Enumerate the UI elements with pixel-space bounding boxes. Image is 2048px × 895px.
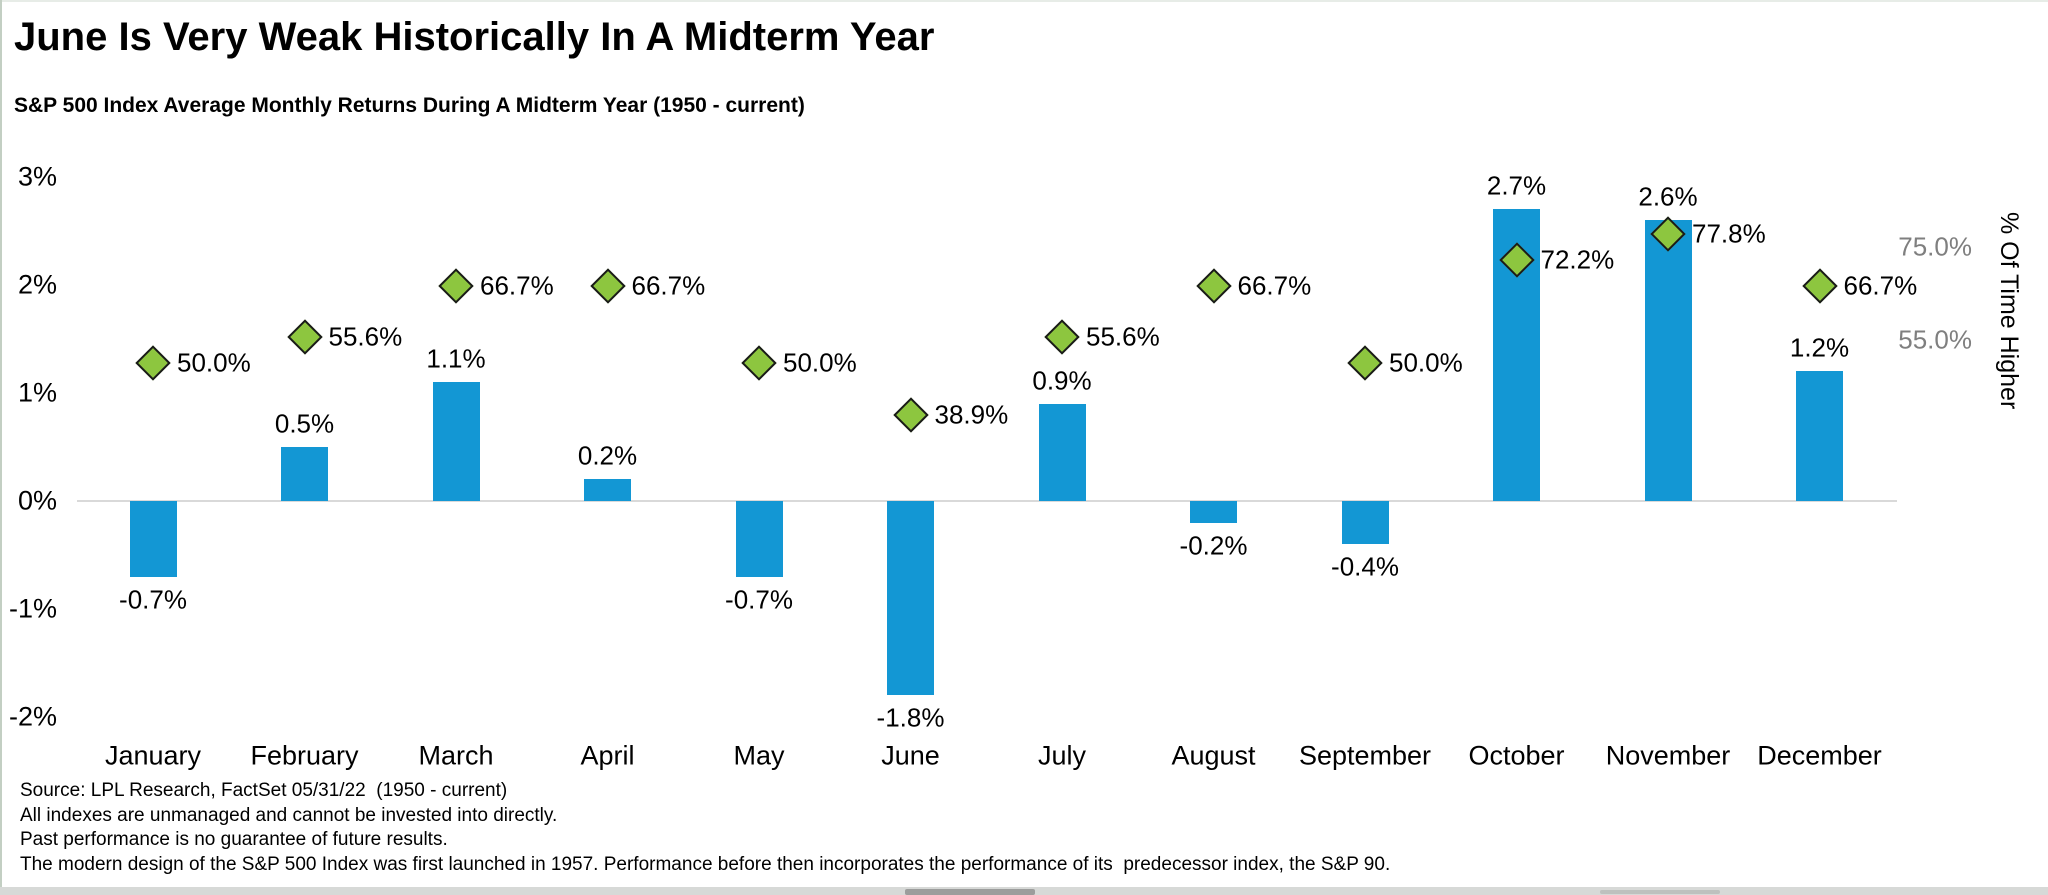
pct-time-higher-diamond-icon [589,267,626,304]
pct-time-higher-diamond-icon [135,345,171,381]
pct-time-higher-label: 38.9% [934,399,1009,430]
pct-time-higher-label: 50.0% [1389,347,1463,378]
return-bar-january [129,501,177,577]
chart-subtitle: S&P 500 Index Average Monthly Returns Du… [14,94,805,117]
return-value-label: 0.5% [274,408,335,439]
month-label-february: February [250,740,359,771]
footnote-source: Source: LPL Research, FactSet 05/31/22 (… [20,780,508,801]
pct-time-higher-label: 55.6% [1086,321,1160,352]
return-value-label: 2.7% [1486,170,1547,201]
month-label-october: October [1468,740,1565,771]
return-bar-february [281,447,328,501]
month-label-june: June [881,740,940,771]
right-axis-tick: 75.0% [1898,231,1972,262]
chart-title: June Is Very Weak Historically In A Midt… [14,15,935,59]
return-bar-november [1644,220,1692,501]
return-value-label: 0.2% [577,440,638,471]
pct-time-higher-diamond-icon [892,397,929,433]
month-label-march: March [418,740,494,771]
pct-time-higher-label: 66.7% [1843,270,1918,301]
return-bar-april [584,479,631,501]
month-label-december: December [1757,740,1882,771]
pct-time-higher-diamond-icon [1347,345,1383,381]
return-bar-december [1796,371,1843,501]
return-value-label: -0.2% [1179,530,1248,561]
return-bar-may [735,501,783,577]
footnote-disclaimer-3: The modern design of the S&P 500 Index w… [20,853,1391,875]
pct-time-higher-label: 66.7% [1237,270,1312,301]
pct-time-higher-label: 50.0% [177,347,251,378]
pct-time-higher-diamond-icon [1195,267,1232,304]
return-value-label: 0.9% [1032,365,1092,396]
zero-gridline [77,500,1897,502]
month-label-may: May [733,740,785,771]
month-label-january: January [104,740,202,771]
month-label-august: August [1171,740,1256,771]
left-axis-tick: -1% [8,593,57,624]
bottom-strip-artifact [905,889,1035,895]
return-value-label: -0.4% [1331,551,1399,582]
month-label-july: July [1037,740,1087,771]
return-value-label: -0.7% [119,584,187,615]
pct-time-higher-diamond-icon [1801,267,1838,304]
left-edge-line [0,0,2,895]
top-edge-line [0,0,2048,2]
pct-time-higher-label: 50.0% [783,347,857,378]
return-bar-july [1038,403,1086,501]
month-label-april: April [580,740,635,771]
return-value-label: 1.2% [1789,332,1850,363]
month-label-september: September [1298,740,1432,771]
return-value-label: 1.1% [426,343,486,374]
pct-time-higher-label: 72.2% [1540,244,1615,275]
left-axis-tick: 2% [17,269,57,300]
pct-time-higher-label: 66.7% [480,270,554,301]
return-value-label: -1.8% [876,702,945,733]
return-bar-march [432,382,480,501]
footnotes-block: Source: LPL Research, FactSet 05/31/22 (… [20,779,1390,877]
footnote-disclaimer-1: All indexes are unmanaged and cannot be … [20,804,558,826]
left-axis-tick: 0% [17,485,57,516]
pct-time-higher-label: 77.8% [1692,218,1766,249]
pct-time-higher-label: 66.7% [631,270,706,301]
footnote-disclaimer-2: Past performance is no guarantee of futu… [20,829,448,850]
return-bar-august [1190,501,1237,523]
return-bar-september [1341,501,1389,545]
return-bar-june [887,501,934,696]
left-axis-tick: 1% [17,377,57,408]
return-value-label: -0.7% [725,584,793,615]
pct-time-higher-diamond-icon [741,345,777,381]
pct-time-higher-label: 55.6% [328,321,403,352]
right-axis-title: % Of Time Higher [1995,212,2023,410]
left-axis-tick: -2% [8,701,57,732]
bottom-strip-artifact [1600,890,1720,894]
left-axis-tick: 3% [17,161,57,192]
return-value-label: 2.6% [1638,181,1698,212]
pct-time-higher-diamond-icon [1044,319,1080,355]
month-label-november: November [1605,740,1731,771]
pct-time-higher-diamond-icon [286,319,323,355]
right-axis-tick: 55.0% [1898,324,1972,355]
pct-time-higher-diamond-icon [438,267,474,304]
